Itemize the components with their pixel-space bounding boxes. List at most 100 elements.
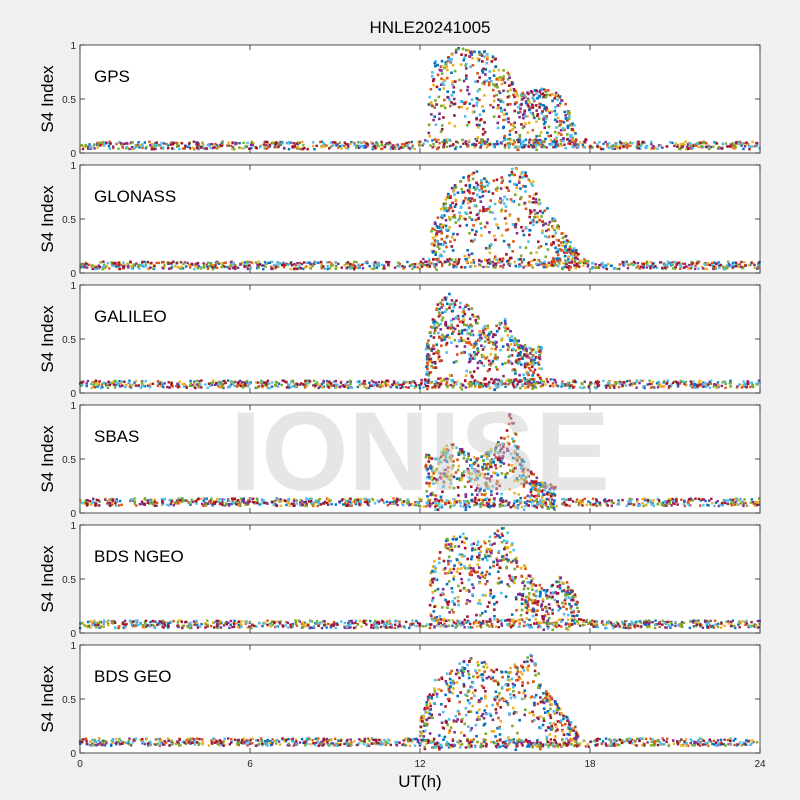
data-point bbox=[532, 98, 536, 101]
data-point bbox=[191, 500, 194, 504]
data-point bbox=[670, 262, 673, 266]
data-point bbox=[755, 382, 758, 386]
data-point bbox=[509, 102, 512, 106]
data-point bbox=[648, 382, 651, 386]
data-point bbox=[659, 385, 663, 388]
data-point bbox=[566, 266, 569, 269]
data-point bbox=[450, 235, 454, 239]
data-point bbox=[372, 499, 375, 502]
data-point bbox=[459, 89, 463, 92]
data-point bbox=[531, 128, 535, 132]
data-point bbox=[200, 386, 203, 389]
data-point bbox=[212, 145, 215, 148]
data-point bbox=[108, 267, 111, 270]
data-point bbox=[348, 504, 352, 507]
data-point bbox=[170, 261, 173, 265]
data-point bbox=[503, 195, 506, 199]
data-point bbox=[250, 142, 253, 145]
data-point bbox=[525, 361, 528, 365]
data-point bbox=[142, 383, 145, 386]
data-point bbox=[537, 117, 541, 121]
data-point bbox=[487, 359, 491, 363]
data-point bbox=[441, 333, 444, 337]
data-point bbox=[293, 145, 296, 149]
data-point bbox=[464, 374, 468, 378]
data-point bbox=[263, 261, 267, 264]
data-point bbox=[152, 144, 156, 147]
data-point bbox=[439, 322, 442, 326]
data-point bbox=[757, 264, 760, 267]
data-point bbox=[504, 504, 507, 507]
data-point bbox=[195, 502, 198, 505]
data-point bbox=[487, 260, 490, 263]
data-point bbox=[492, 266, 495, 269]
data-point bbox=[376, 384, 379, 388]
data-point bbox=[568, 261, 571, 264]
data-point bbox=[92, 383, 95, 386]
data-point bbox=[226, 379, 230, 382]
data-point bbox=[463, 56, 466, 60]
data-point bbox=[550, 505, 553, 509]
data-point bbox=[624, 384, 628, 387]
data-point bbox=[262, 143, 266, 146]
data-point bbox=[439, 242, 442, 246]
data-point bbox=[485, 336, 489, 339]
data-point bbox=[575, 263, 579, 267]
data-point bbox=[243, 265, 247, 268]
data-point bbox=[494, 383, 497, 386]
data-point bbox=[544, 222, 547, 225]
data-point bbox=[697, 267, 700, 270]
data-point bbox=[334, 266, 337, 269]
data-point bbox=[539, 131, 543, 134]
data-point bbox=[208, 265, 211, 268]
data-point bbox=[652, 504, 656, 508]
data-point bbox=[521, 140, 525, 144]
data-point bbox=[600, 147, 603, 151]
data-point bbox=[449, 383, 453, 387]
data-point bbox=[121, 384, 124, 388]
data-point bbox=[450, 374, 453, 377]
data-point bbox=[578, 501, 581, 505]
data-point bbox=[603, 265, 607, 268]
data-point bbox=[281, 142, 284, 145]
data-point bbox=[458, 320, 462, 324]
data-point bbox=[699, 383, 702, 386]
data-point bbox=[268, 386, 272, 389]
data-point bbox=[370, 141, 373, 144]
data-point bbox=[393, 382, 396, 385]
data-point bbox=[532, 499, 536, 503]
data-point bbox=[131, 383, 134, 386]
data-point bbox=[738, 383, 741, 386]
data-point bbox=[531, 111, 534, 115]
data-point bbox=[630, 498, 634, 501]
data-point bbox=[727, 263, 731, 266]
data-point bbox=[235, 503, 239, 506]
data-point bbox=[536, 96, 539, 100]
data-point bbox=[468, 102, 472, 106]
data-point bbox=[428, 134, 432, 138]
data-point bbox=[570, 259, 574, 262]
data-point bbox=[554, 113, 557, 117]
data-point bbox=[446, 377, 450, 381]
data-point bbox=[231, 141, 234, 145]
data-point bbox=[90, 503, 93, 506]
data-point bbox=[510, 335, 514, 338]
data-point bbox=[448, 98, 451, 101]
data-point bbox=[483, 345, 486, 349]
data-point bbox=[451, 209, 455, 213]
data-point bbox=[512, 502, 516, 505]
data-point bbox=[465, 48, 468, 52]
data-point bbox=[501, 77, 505, 81]
data-point bbox=[242, 501, 246, 504]
data-point bbox=[642, 266, 645, 270]
data-point bbox=[739, 497, 742, 501]
data-point bbox=[549, 384, 552, 388]
data-point bbox=[696, 386, 699, 389]
data-point bbox=[292, 497, 296, 501]
scatter-points bbox=[80, 46, 761, 152]
data-point bbox=[483, 225, 487, 229]
data-point bbox=[97, 499, 100, 502]
data-point bbox=[475, 96, 478, 100]
data-point bbox=[251, 500, 255, 504]
data-point bbox=[463, 254, 467, 258]
